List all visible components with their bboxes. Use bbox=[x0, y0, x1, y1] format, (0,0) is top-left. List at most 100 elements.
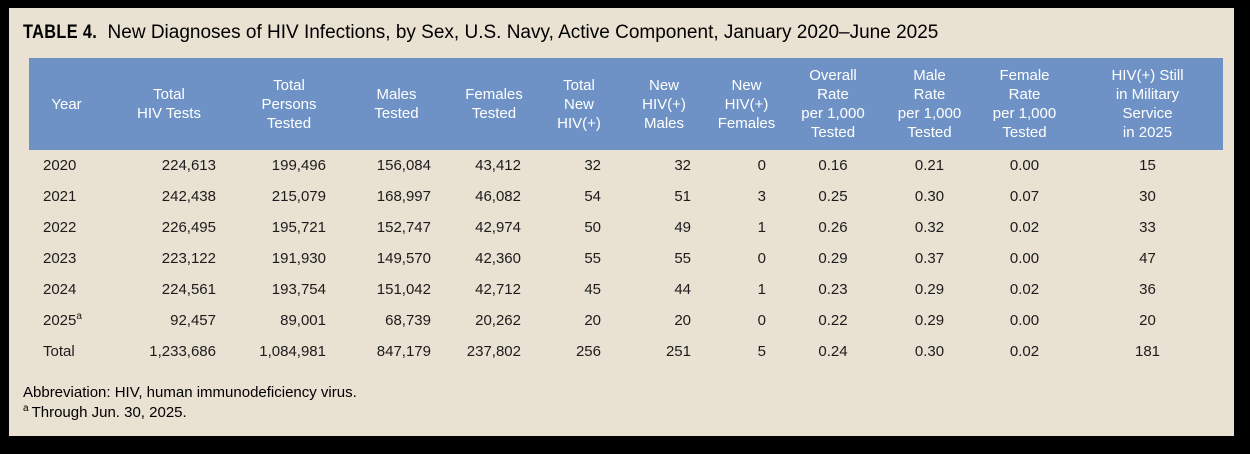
table-cell: 55 bbox=[584, 250, 601, 267]
footnote-marker: a bbox=[76, 311, 82, 322]
table-cell: 1,233,686 bbox=[149, 343, 216, 360]
table-cell: 1 bbox=[757, 281, 766, 298]
table-cell: 36 bbox=[1139, 281, 1156, 298]
table-cell: 1 bbox=[757, 219, 766, 236]
table-cell-year: Total bbox=[43, 343, 75, 360]
table-cell: 44 bbox=[674, 281, 691, 298]
table-cell: 847,179 bbox=[376, 343, 431, 360]
column-header-overall-rate: Overall Rate per 1,000 Tested bbox=[784, 58, 882, 150]
table-cell: 49 bbox=[674, 219, 691, 236]
column-header-new-hiv-males: New HIV(+) Males bbox=[619, 58, 709, 150]
table-title: TABLE 4. New Diagnoses of HIV Infections… bbox=[23, 21, 1234, 45]
table-caption: New Diagnoses of HIV Infections, by Sex,… bbox=[107, 22, 939, 43]
table-cell: 0.29 bbox=[914, 281, 945, 298]
table-cell: 149,570 bbox=[376, 250, 431, 267]
table-cell: 0 bbox=[757, 157, 766, 174]
table-cell: 0.29 bbox=[818, 250, 848, 267]
table-cell: 33 bbox=[1139, 219, 1156, 236]
table-cell: 0.00 bbox=[1009, 157, 1040, 174]
column-header-total-persons-tested: Total Persons Tested bbox=[234, 58, 344, 150]
table-cell: 0 bbox=[757, 250, 766, 267]
table-cell: 151,042 bbox=[376, 281, 431, 298]
table-row-2021: 2021 242,438 215,079 168,997 46,082 54 5… bbox=[29, 181, 1223, 212]
table-cell: 20 bbox=[584, 312, 601, 329]
table-cell-year: 2021 bbox=[43, 188, 77, 205]
date-note: a Through Jun. 30, 2025. bbox=[23, 403, 187, 422]
table-cell: 195,721 bbox=[271, 219, 326, 236]
table-cell: 251 bbox=[665, 343, 691, 360]
header-row: Year Total HIV Tests Total Persons Teste… bbox=[29, 58, 1223, 150]
hiv-diagnoses-table: Year Total HIV Tests Total Persons Teste… bbox=[29, 58, 1223, 367]
table-cell: 0.30 bbox=[914, 343, 945, 360]
table-cell: 89,001 bbox=[280, 312, 326, 329]
column-header-males-tested: Males Tested bbox=[344, 58, 449, 150]
table-cell: 193,754 bbox=[271, 281, 326, 298]
table-number: TABLE 4. bbox=[23, 22, 98, 43]
column-header-new-hiv-females: New HIV(+) Females bbox=[709, 58, 784, 150]
table-cell: 215,079 bbox=[271, 188, 326, 205]
table-cell: 15 bbox=[1139, 157, 1156, 174]
table-cell-year: 2024 bbox=[43, 281, 77, 298]
table-cell: 30 bbox=[1139, 188, 1156, 205]
table-cell: 0.00 bbox=[1009, 250, 1040, 267]
table-cell: 42,712 bbox=[475, 281, 521, 298]
page: TABLE 4. New Diagnoses of HIV Infections… bbox=[9, 8, 1234, 436]
table-cell: 242,438 bbox=[161, 188, 216, 205]
column-header-male-rate: Male Rate per 1,000 Tested bbox=[882, 58, 977, 150]
table-row-2025: 2025a 92,457 89,001 68,739 20,262 20 20 … bbox=[29, 305, 1223, 336]
table-cell: 20 bbox=[1139, 312, 1156, 329]
table-cell: 0.25 bbox=[818, 188, 848, 205]
table-cell: 47 bbox=[1139, 250, 1156, 267]
table-cell: 152,747 bbox=[376, 219, 431, 236]
table-cell-year: 2023 bbox=[43, 250, 77, 267]
abbreviation-note: Abbreviation: HIV, human immunodeficienc… bbox=[23, 384, 357, 401]
table-cell: 0.21 bbox=[914, 157, 945, 174]
table-row-2023: 2023 223,122 191,930 149,570 42,360 55 5… bbox=[29, 243, 1223, 274]
table-cell: 20,262 bbox=[475, 312, 521, 329]
table-cell: 0.32 bbox=[914, 219, 945, 236]
table-row-2022: 2022 226,495 195,721 152,747 42,974 50 4… bbox=[29, 212, 1223, 243]
table-cell: 55 bbox=[674, 250, 691, 267]
table-cell: 46,082 bbox=[475, 188, 521, 205]
table-cell: 0.30 bbox=[914, 188, 945, 205]
table-cell: 224,561 bbox=[161, 281, 216, 298]
table-cell-year: 2020 bbox=[43, 157, 77, 174]
column-header-total-hiv-tests: Total HIV Tests bbox=[104, 58, 234, 150]
column-header-still-in-service: HIV(+) Still in Military Service in 2025 bbox=[1072, 58, 1223, 150]
table-cell: 237,802 bbox=[466, 343, 521, 360]
table-cell: 226,495 bbox=[161, 219, 216, 236]
table-cell: 0.37 bbox=[914, 250, 945, 267]
table-cell: 54 bbox=[584, 188, 601, 205]
table-cell: 0.22 bbox=[818, 312, 848, 329]
table-cell: 3 bbox=[757, 188, 766, 205]
table-cell: 32 bbox=[674, 157, 691, 174]
table-cell: 223,122 bbox=[161, 250, 216, 267]
table-cell: 32 bbox=[584, 157, 601, 174]
table-cell: 0.16 bbox=[818, 157, 848, 174]
table-cell: 168,997 bbox=[376, 188, 431, 205]
table-cell: 224,613 bbox=[161, 157, 216, 174]
table-cell: 68,739 bbox=[385, 312, 431, 329]
table-cell: 42,360 bbox=[475, 250, 521, 267]
table-cell: 42,974 bbox=[475, 219, 521, 236]
footnote-marker: a bbox=[23, 403, 29, 414]
table-cell: 0.26 bbox=[818, 219, 848, 236]
table-cell: 45 bbox=[584, 281, 601, 298]
table-row-total: Total 1,233,686 1,084,981 847,179 237,80… bbox=[29, 336, 1223, 367]
column-header-total-new-hiv: Total New HIV(+) bbox=[539, 58, 619, 150]
table-cell: 5 bbox=[757, 343, 766, 360]
table-cell-year: 2022 bbox=[43, 219, 77, 236]
table-cell: 0.02 bbox=[1009, 281, 1040, 298]
table-cell: 199,496 bbox=[271, 157, 326, 174]
table-cell: 43,412 bbox=[475, 157, 521, 174]
table-cell: 0.29 bbox=[914, 312, 945, 329]
column-header-year: Year bbox=[29, 58, 104, 150]
table-row-2020: 2020 224,613 199,496 156,084 43,412 32 3… bbox=[29, 150, 1223, 181]
column-header-female-rate: Female Rate per 1,000 Tested bbox=[977, 58, 1072, 150]
table-cell: 191,930 bbox=[271, 250, 326, 267]
table-cell: 0.02 bbox=[1009, 343, 1040, 360]
column-header-females-tested: Females Tested bbox=[449, 58, 539, 150]
table-cell: 156,084 bbox=[376, 157, 431, 174]
table-cell: 0.07 bbox=[1009, 188, 1040, 205]
table-cell: 256 bbox=[575, 343, 601, 360]
